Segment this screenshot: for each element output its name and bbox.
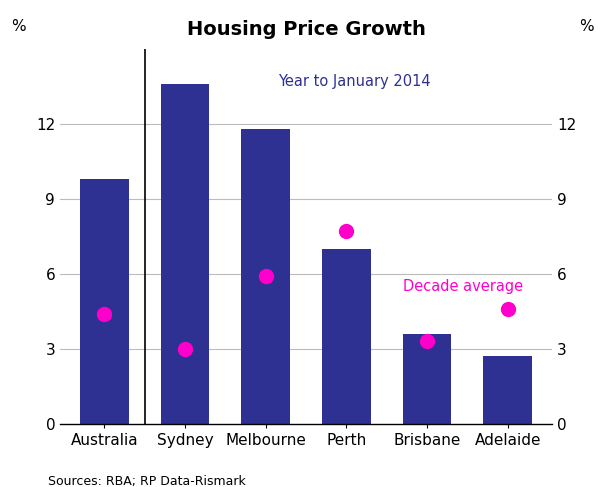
- Text: Sources: RBA; RP Data-Rismark: Sources: RBA; RP Data-Rismark: [48, 474, 246, 487]
- Bar: [241, 129, 290, 424]
- Bar: [403, 334, 451, 424]
- Point: [261, 272, 271, 280]
- Point: [422, 337, 432, 345]
- Bar: [161, 84, 209, 424]
- Bar: [484, 356, 532, 424]
- Title: Housing Price Growth: Housing Price Growth: [187, 20, 425, 39]
- Point: [341, 227, 351, 235]
- Point: [503, 305, 512, 313]
- Text: %: %: [11, 19, 25, 34]
- Bar: [322, 249, 371, 424]
- Text: %: %: [579, 19, 594, 34]
- Text: Decade average: Decade average: [403, 279, 523, 294]
- Text: Year to January 2014: Year to January 2014: [278, 74, 430, 89]
- Point: [100, 310, 109, 318]
- Bar: [80, 179, 128, 424]
- Point: [180, 345, 190, 353]
